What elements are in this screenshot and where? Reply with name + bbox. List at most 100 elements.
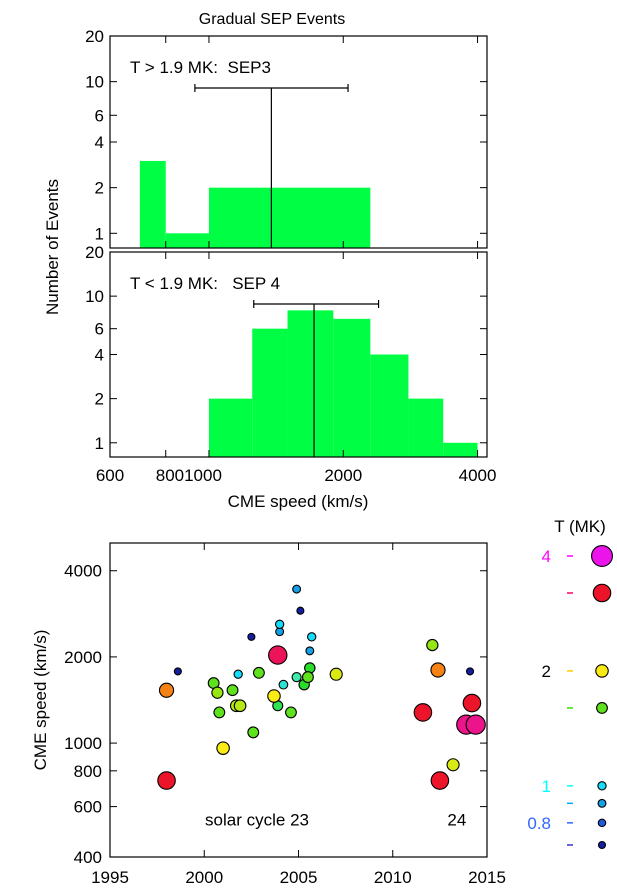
y-tick-label: 20 [85, 27, 104, 46]
scatter-point [247, 632, 256, 641]
y-tick-label: 6 [95, 320, 104, 339]
scatter-point [267, 689, 281, 703]
sep4-bars [208, 310, 478, 457]
scatter-point [247, 726, 260, 739]
scatter-point [430, 771, 450, 790]
y-tick-label: 4 [95, 133, 104, 152]
scatter-point [465, 667, 475, 676]
histogram-bar [370, 354, 409, 457]
histogram-bar [208, 398, 253, 457]
y-tick-label: 10 [85, 287, 104, 306]
scatter-point [211, 686, 224, 699]
x-axis-label: CME speed (km/s) [228, 492, 369, 511]
scatter-point [233, 669, 243, 679]
y-tick-label: 10 [85, 73, 104, 92]
sep3-annotation: T > 1.9 MK: SEP3 [130, 58, 271, 77]
legend-entries: 4 2 1 0.8 [527, 545, 613, 850]
x-tick-label: 4000 [459, 466, 497, 485]
x-tick-label: 8001000 [156, 466, 222, 485]
legend-marker [591, 545, 613, 567]
sep4-annotation: T < 1.9 MK: SEP 4 [130, 274, 280, 293]
histogram-bar [443, 442, 478, 457]
legend-label: 0.8 [527, 814, 551, 833]
y-tick-label: 2000 [64, 648, 102, 667]
x-tick-label: 600 [96, 466, 124, 485]
scatter-point [413, 703, 433, 722]
y-tick-label: 1 [95, 224, 104, 243]
y-tick-label: 800 [74, 762, 102, 781]
x-tick-label: 2015 [468, 868, 506, 887]
y-tick-label: 1 [95, 434, 104, 453]
scatter-annotation: solar cycle 23 [205, 811, 309, 830]
scatter-y-axis-label: CME speed (km/s) [31, 630, 50, 771]
y-tick-label: 4 [95, 346, 104, 365]
scatter-point [465, 714, 486, 735]
legend-marker [596, 701, 608, 714]
legend-title: T (MK) [554, 517, 606, 536]
x-tick-label: 2000 [185, 868, 223, 887]
histogram-bar [165, 233, 209, 248]
scatter-x-ticks: 1995 2000 2005 2010 2015 [91, 543, 506, 887]
histogram-bar [252, 328, 288, 457]
panel-sep3: Gradual SEP Events 1 2 4 6 10 20 T > 1.9 MK: … [85, 11, 488, 249]
scatter-point [307, 632, 317, 642]
scatter-point [278, 679, 289, 690]
histogram-bar [333, 318, 371, 457]
scatter-point [268, 645, 288, 665]
scatter-point [285, 706, 297, 719]
scatter-points [157, 584, 486, 790]
legend-marker [597, 818, 607, 828]
scatter-point [296, 606, 305, 615]
panel-sep4: 1 2 4 6 10 20 600 8001000 2000 4000 T < 1.9 MK: … [85, 36, 496, 511]
scatter-point [292, 584, 302, 594]
scatter-point [213, 706, 226, 719]
legend-label: 4 [542, 547, 551, 566]
legend-marker [597, 798, 607, 808]
legend-marker [597, 781, 607, 791]
y-tick-label: 600 [74, 798, 102, 817]
legend-marker [597, 840, 607, 850]
x-tick-label: 2005 [280, 868, 318, 887]
y-tick-label: 4000 [64, 562, 102, 581]
histogram-bar [139, 160, 166, 248]
y-tick-label: 2 [95, 179, 104, 198]
y-tick-label: 2 [95, 390, 104, 409]
scatter-point [274, 619, 285, 629]
y-tick-label: 6 [95, 106, 104, 125]
scatter-point [430, 662, 446, 678]
scatter-point [305, 646, 315, 656]
scatter-point [158, 682, 175, 698]
histogram-bar [408, 398, 444, 457]
scatter-annotations: solar cycle 23 24 [205, 811, 466, 830]
histogram-bar [208, 187, 371, 248]
y-tick-label: 20 [85, 243, 104, 262]
y-tick-label: 400 [74, 848, 102, 867]
scatter-point [301, 671, 314, 684]
legend-marker [592, 583, 612, 603]
scatter-point [426, 638, 439, 652]
scatter-annotation: 24 [447, 811, 466, 830]
legend-marker [595, 664, 609, 678]
sep4-median [253, 300, 380, 457]
scatter-point [226, 684, 239, 697]
scatter-point [173, 667, 182, 676]
panel-scatter: 400 600 800 1000 2000 4000 1995 2000 2005 2010 20… [31, 542, 506, 887]
x-tick-label: 2000 [324, 466, 362, 485]
scatter-point [329, 667, 343, 681]
chart-title: Gradual SEP Events [199, 11, 345, 28]
legend-label: 2 [542, 662, 551, 681]
legend-label: 1 [542, 777, 551, 796]
x-tick-label: 1995 [91, 868, 129, 887]
scatter-point [291, 672, 302, 683]
y-tick-label: 1000 [64, 734, 102, 753]
x-tick-label: 2010 [374, 868, 412, 887]
histogram-bar [287, 310, 334, 457]
scatter-point [462, 693, 482, 713]
scatter-point [446, 758, 460, 772]
scatter-point [157, 771, 176, 790]
sep3-median [194, 84, 349, 248]
scatter-point [216, 741, 230, 755]
y-axis-label-histograms: Number of Events [43, 179, 62, 315]
scatter-point [252, 666, 265, 679]
